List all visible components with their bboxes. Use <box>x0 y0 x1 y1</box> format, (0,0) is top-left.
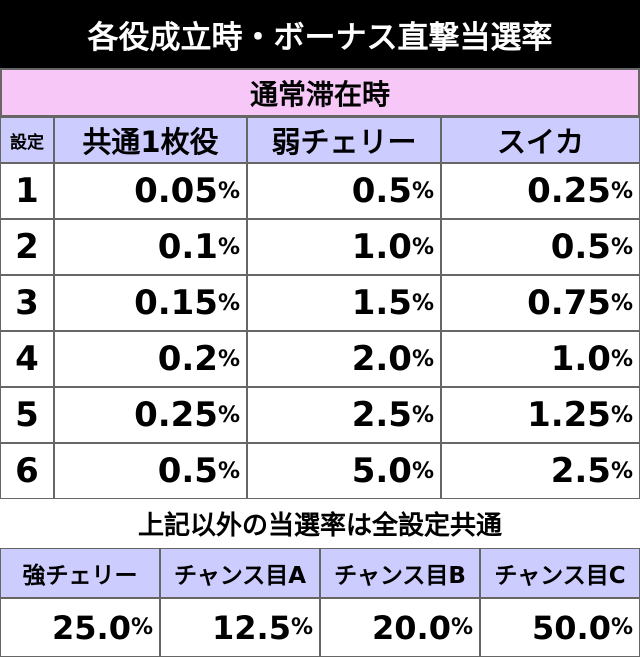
header-cell: 設定 <box>0 117 54 163</box>
value: 0.5 <box>550 227 611 267</box>
unit: % <box>217 178 240 204</box>
unit: % <box>411 178 434 204</box>
value: 0.1 <box>157 227 218 267</box>
setting-cell: 3 <box>0 275 54 331</box>
setting-cell: 2 <box>0 219 54 275</box>
header-cell: 強チェリー <box>0 548 160 598</box>
rate-cell: 0.5% <box>441 219 640 275</box>
unit: % <box>217 402 240 428</box>
value: 0.5 <box>351 171 412 211</box>
value: 5.0 <box>351 451 412 491</box>
unit: % <box>411 234 434 260</box>
unit: % <box>290 615 313 640</box>
rate-cell: 5.0% <box>247 443 441 499</box>
value: 12.5 <box>212 608 291 647</box>
rate-cell: 1.25% <box>441 387 640 443</box>
rate-cell: 2.5% <box>441 443 640 499</box>
header-cell: チャンス目C <box>480 548 640 598</box>
unit: % <box>610 346 633 372</box>
unit: % <box>411 458 434 484</box>
rate-cell: 1.0% <box>247 219 441 275</box>
unit: % <box>610 615 633 640</box>
value: 1.0 <box>351 227 412 267</box>
header-cell: チャンス目B <box>320 548 480 598</box>
unit: % <box>217 458 240 484</box>
rate-cell: 0.5% <box>247 163 441 219</box>
rate-cell: 2.0% <box>247 331 441 387</box>
rate-cell: 0.05% <box>54 163 247 219</box>
setting-cell: 4 <box>0 331 54 387</box>
value: 2.0 <box>351 339 412 379</box>
rate-cell: 1.5% <box>247 275 441 331</box>
rate-cell: 0.15% <box>54 275 247 331</box>
rate-cell: 2.5% <box>247 387 441 443</box>
setting-cell: 1 <box>0 163 54 219</box>
rate-cell: 12.5% <box>160 598 320 657</box>
setting-cell: 6 <box>0 443 54 499</box>
header-cell: チャンス目A <box>160 548 320 598</box>
unit: % <box>411 346 434 372</box>
value: 25.0 <box>52 608 131 647</box>
section-title: 通常滞在時 <box>0 68 640 117</box>
unit: % <box>610 290 633 316</box>
rate-cell: 20.0% <box>320 598 480 657</box>
value: 0.2 <box>157 339 218 379</box>
value: 0.05 <box>134 171 218 211</box>
header-cell: 共通1枚役 <box>54 117 247 163</box>
unit: % <box>217 346 240 372</box>
rate-cell: 1.0% <box>441 331 640 387</box>
value: 0.15 <box>134 283 218 323</box>
title: 各役成立時・ボーナス直撃当選率 <box>0 0 640 68</box>
unit: % <box>217 234 240 260</box>
rate-cell: 0.2% <box>54 331 247 387</box>
setting-cell: 5 <box>0 387 54 443</box>
unit: % <box>610 402 633 428</box>
unit: % <box>130 615 153 640</box>
rate-cell: 0.5% <box>54 443 247 499</box>
value: 2.5 <box>550 451 611 491</box>
value: 0.25 <box>134 395 218 435</box>
value: 50.0 <box>532 608 611 647</box>
value: 0.75 <box>527 283 611 323</box>
value: 2.5 <box>351 395 412 435</box>
value: 0.5 <box>157 451 218 491</box>
unit: % <box>610 178 633 204</box>
unit: % <box>450 615 473 640</box>
value: 1.0 <box>550 339 611 379</box>
value: 1.5 <box>351 283 412 323</box>
header-cell: スイカ <box>441 117 640 163</box>
rate-cell: 0.1% <box>54 219 247 275</box>
unit: % <box>217 290 240 316</box>
unit: % <box>610 458 633 484</box>
rate-cell: 0.25% <box>54 387 247 443</box>
rate-cell: 25.0% <box>0 598 160 657</box>
unit: % <box>411 402 434 428</box>
value: 0.25 <box>527 171 611 211</box>
note: 上記以外の当選率は全設定共通 <box>137 510 502 541</box>
rate-cell: 0.75% <box>441 275 640 331</box>
rate-cell: 50.0% <box>480 598 640 657</box>
header-cell: 弱チェリー <box>247 117 441 163</box>
value: 1.25 <box>527 395 611 435</box>
unit: % <box>610 234 633 260</box>
unit: % <box>411 290 434 316</box>
rate-cell: 0.25% <box>441 163 640 219</box>
value: 20.0 <box>372 608 451 647</box>
